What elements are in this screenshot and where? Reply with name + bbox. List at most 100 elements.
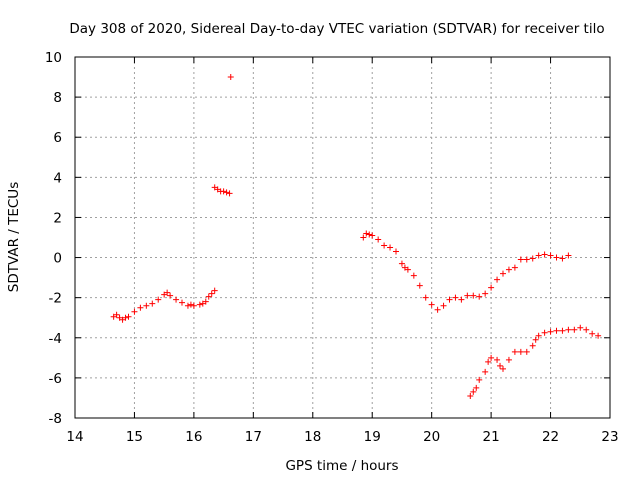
data-point xyxy=(440,302,447,309)
data-point xyxy=(173,296,180,303)
data-point xyxy=(113,311,120,318)
y-tick-label: 8 xyxy=(53,90,62,106)
data-point xyxy=(535,252,542,259)
data-point xyxy=(571,326,578,333)
data-point xyxy=(523,256,530,263)
data-point xyxy=(470,292,477,299)
x-tick-label: 14 xyxy=(66,429,83,445)
data-point xyxy=(452,294,459,301)
data-point xyxy=(227,74,234,81)
series-segment-3 xyxy=(360,230,572,313)
y-tick-label: -8 xyxy=(49,411,62,427)
data-point xyxy=(535,332,542,339)
data-point xyxy=(559,327,566,334)
data-point xyxy=(416,282,423,289)
data-point xyxy=(404,266,411,273)
x-tick-label: 17 xyxy=(245,429,262,445)
data-point xyxy=(565,326,572,333)
x-tick-label: 20 xyxy=(423,429,440,445)
data-point xyxy=(577,324,584,331)
plot-frame xyxy=(74,56,611,419)
x-tick-label: 19 xyxy=(364,429,381,445)
data-point xyxy=(366,231,373,238)
x-axis-label: GPS time / hours xyxy=(285,458,398,474)
grid-layer xyxy=(75,57,610,418)
data-point xyxy=(446,296,453,303)
data-point xyxy=(220,188,227,195)
data-point xyxy=(428,301,435,308)
data-point xyxy=(143,302,150,309)
data-point xyxy=(369,232,376,239)
data-point xyxy=(179,299,185,306)
data-point xyxy=(164,289,171,296)
data-point xyxy=(547,328,554,335)
data-point xyxy=(517,348,524,355)
x-tick-label: 15 xyxy=(126,429,143,445)
data-point xyxy=(529,255,536,262)
data-point xyxy=(137,304,144,311)
data-point xyxy=(505,266,512,273)
data-point xyxy=(470,388,477,395)
data-point xyxy=(553,327,560,334)
data-point xyxy=(375,236,382,243)
data-point xyxy=(547,252,554,259)
data-point xyxy=(149,300,156,307)
data-point xyxy=(476,376,483,383)
data-point xyxy=(205,293,212,300)
data-point xyxy=(387,244,394,251)
data-layer xyxy=(110,74,602,399)
data-point xyxy=(187,301,194,308)
x-tick-label: 22 xyxy=(542,429,559,445)
data-point xyxy=(523,348,530,355)
data-point xyxy=(122,314,129,321)
tick-layer: 14 15 16 17 18 19 20 21 22 23 -8 -6 -4 -2 0 2 4 6 8 10 xyxy=(45,50,619,445)
chart-title: Day 308 of 2020, Sidereal Day-to-day VTE… xyxy=(69,21,604,37)
series-segment-1 xyxy=(110,287,218,323)
data-point xyxy=(541,251,548,258)
data-point xyxy=(467,392,474,399)
data-point xyxy=(473,384,480,391)
data-point xyxy=(398,260,405,267)
data-point xyxy=(565,252,572,259)
x-tick-label: 18 xyxy=(304,429,321,445)
x-tick-label: 16 xyxy=(185,429,202,445)
data-point xyxy=(167,292,174,299)
data-point xyxy=(202,298,209,305)
data-point xyxy=(226,190,233,197)
data-point xyxy=(541,329,548,336)
data-point xyxy=(553,254,560,261)
data-point xyxy=(458,296,465,303)
data-point xyxy=(131,308,138,315)
y-tick-label: 0 xyxy=(53,251,62,267)
data-point xyxy=(393,248,399,255)
data-point xyxy=(485,358,492,365)
data-point xyxy=(482,368,489,375)
series-outlier xyxy=(227,74,234,81)
y-tick-label: 2 xyxy=(53,210,62,226)
data-point xyxy=(583,326,590,333)
data-point xyxy=(494,356,501,363)
data-point xyxy=(184,302,191,309)
data-point xyxy=(497,362,504,369)
y-tick-label: -6 xyxy=(49,371,62,387)
data-point xyxy=(196,301,203,308)
data-point xyxy=(410,272,417,279)
data-point xyxy=(505,356,512,363)
data-point xyxy=(500,270,506,277)
data-point xyxy=(125,313,132,320)
y-tick-label: 4 xyxy=(53,170,62,186)
data-point xyxy=(559,255,566,262)
series-segment-4 xyxy=(467,324,602,399)
data-point xyxy=(595,332,602,339)
data-point xyxy=(155,296,162,303)
data-point xyxy=(211,287,218,294)
data-point xyxy=(476,293,483,300)
y-tick-label: 6 xyxy=(53,130,62,146)
x-tick-label: 23 xyxy=(601,429,618,445)
data-point xyxy=(422,294,429,301)
y-tick-label: -2 xyxy=(49,291,62,307)
data-point xyxy=(434,306,441,313)
data-point xyxy=(208,290,215,297)
